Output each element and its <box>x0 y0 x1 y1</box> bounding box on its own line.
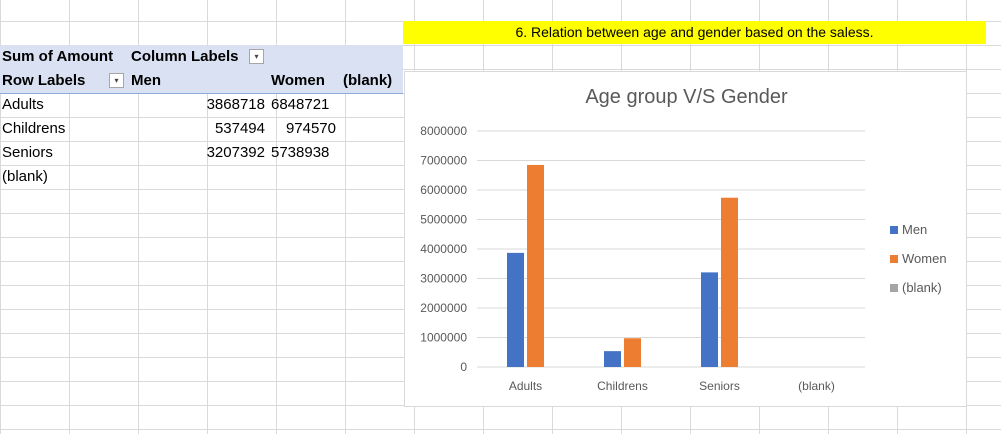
x-tick-label: Childrens <box>597 379 648 393</box>
pivot-row-label[interactable]: Childrens <box>2 120 66 137</box>
pivot-col-blank: (blank) <box>343 72 393 89</box>
x-tick-label: Seniors <box>699 379 740 393</box>
bar-men <box>507 252 524 367</box>
pivot-cell-men[interactable]: 3868718 <box>206 96 265 113</box>
pivot-sum-header: Sum of Amount <box>2 48 114 65</box>
y-tick-label: 6000000 <box>420 183 467 197</box>
legend-label: Men <box>902 222 928 237</box>
pivot-row-labels: Row Labels <box>2 72 86 89</box>
y-tick-label: 2000000 <box>420 301 467 315</box>
pivot-column-labels: Column Labels <box>131 48 239 65</box>
legend-label: Women <box>902 251 947 266</box>
x-tick-label: Adults <box>509 379 542 393</box>
pivot-row-label[interactable]: Adults <box>2 96 44 113</box>
legend-swatch-women <box>890 255 898 263</box>
pivot-row-label[interactable]: (blank) <box>2 168 48 185</box>
bar-women <box>527 164 544 367</box>
bar-chart[interactable]: Age group V/S Gender 0 1000000 2000000 3000… <box>404 71 967 407</box>
analysis-title-banner[interactable]: 6. Relation between age and gender based… <box>403 21 986 44</box>
bar-men <box>701 272 718 367</box>
y-tick-label: 1000000 <box>420 331 467 345</box>
y-tick-label: 7000000 <box>420 154 467 168</box>
y-tick-label: 3000000 <box>420 272 467 286</box>
pivot-cell-men[interactable]: 3207392 <box>206 144 265 161</box>
pivot-header-band <box>0 45 403 69</box>
chart-plot: 0 1000000 2000000 3000000 4000000 5000000 6000… <box>420 124 865 393</box>
y-tick-label: 8000000 <box>420 124 467 138</box>
bar-women <box>624 338 641 367</box>
legend-swatch-men <box>890 226 898 234</box>
legend-label: (blank) <box>902 280 942 295</box>
row-filter-button[interactable]: ▾ <box>109 73 124 88</box>
pivot-cell-men[interactable]: 537494 <box>214 120 265 137</box>
y-tick-label: 5000000 <box>420 213 467 227</box>
chart-title: Age group V/S Gender <box>585 86 788 108</box>
pivot-cell-women[interactable]: 974570 <box>285 120 336 137</box>
pivot-row-label[interactable]: Seniors <box>2 144 53 161</box>
pivot-cell-women[interactable]: 5738938 <box>271 144 330 161</box>
y-tick-label: 4000000 <box>420 242 467 256</box>
bar-women <box>721 197 738 367</box>
y-tick-label: 0 <box>460 360 467 374</box>
legend-swatch-blank <box>890 284 898 292</box>
column-filter-button[interactable]: ▾ <box>249 49 264 64</box>
pivot-cell-women[interactable]: 6848721 <box>271 96 330 113</box>
pivot-row-header-band <box>0 69 403 94</box>
pivot-col-men: Men <box>131 72 161 89</box>
pivot-col-women: Women <box>271 72 325 89</box>
x-tick-label: (blank) <box>798 379 835 393</box>
bar-men <box>604 351 621 367</box>
